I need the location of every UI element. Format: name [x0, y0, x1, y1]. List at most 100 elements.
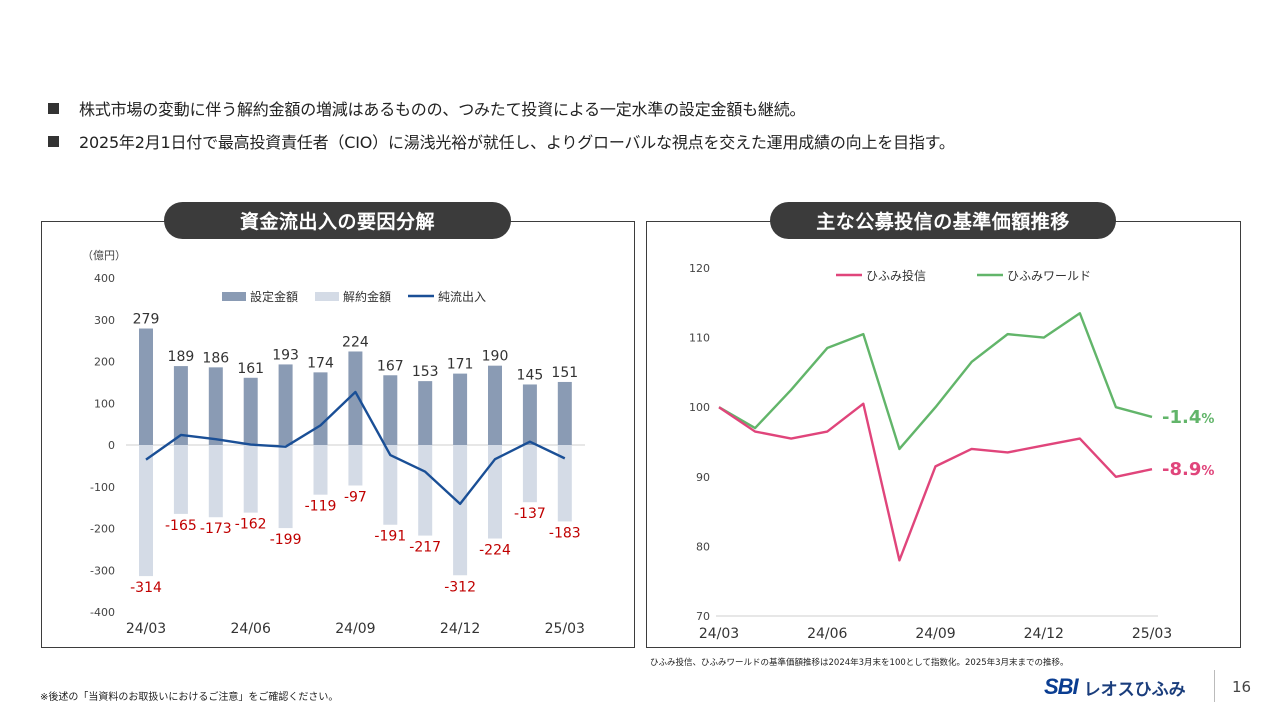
hifumi-return-label: -8.9% — [1162, 459, 1214, 480]
inflow-bar — [313, 372, 328, 445]
bullet-text: 株式市場の変動に伴う解約金額の増減はあるものの、つみたて投資による一定水準の設定… — [79, 100, 806, 119]
x-tick-label: 25/03 — [545, 621, 585, 637]
logo-company-name: レオスひふみ — [1083, 679, 1186, 700]
x-tick-label: 24/12 — [1024, 626, 1064, 642]
y-tick-label: 200 — [94, 356, 115, 369]
bullet-square-icon — [48, 135, 59, 147]
outflow-bar — [139, 445, 153, 577]
bullet-text: 2025年2月1日付で最高投資責任者（CIO）に湯浅光裕が就任し、よりグローバル… — [79, 133, 955, 152]
outflow-value-label: -137 — [514, 506, 546, 522]
outflow-bar — [278, 445, 293, 529]
legend-inflow-swatch — [222, 292, 246, 301]
outflow-value-label: -165 — [165, 518, 197, 534]
legend-world-label: ひふみワールド — [1007, 269, 1091, 283]
y-tick-label: 120 — [689, 262, 710, 275]
y-tick-label: 100 — [689, 401, 710, 414]
hifumi-world-return-label: -1.4% — [1162, 407, 1214, 428]
y-tick-label: -100 — [90, 481, 115, 494]
outflow-bar — [243, 445, 258, 513]
fund-flow-title: 資金流出入の要因分解 — [164, 202, 511, 239]
inflow-value-label: 171 — [447, 357, 474, 373]
outflow-bar — [173, 445, 188, 514]
y-tick-label: -300 — [90, 564, 115, 577]
legend-outflow-swatch — [315, 292, 339, 301]
outflow-bar — [208, 445, 223, 518]
chart-footnote: ひふみ投信、ひふみワールドの基準価額推移は2024年3月末を100として指数化。… — [650, 658, 1069, 668]
inflow-bar — [243, 377, 258, 445]
page-number: 16 — [1232, 678, 1252, 696]
inflow-bar — [173, 366, 188, 445]
inflow-bar — [139, 328, 153, 445]
y-tick-label: 300 — [94, 314, 115, 327]
inflow-value-label: 224 — [342, 334, 369, 350]
inflow-bar — [488, 365, 502, 445]
inflow-bar — [522, 384, 537, 445]
hifumi-line — [718, 402, 1153, 562]
y-tick-label: 100 — [94, 397, 115, 410]
disclaimer-note: ※後述の「当資料のお取扱いにおけるご注意」をご確認ください。 — [40, 692, 339, 703]
net-flow-line — [145, 390, 566, 506]
outflow-value-label: -119 — [305, 499, 337, 515]
bullet-item: 2025年2月1日付で最高投資責任者（CIO）に湯浅光裕が就任し、よりグローバル… — [48, 130, 955, 152]
outflow-bar — [557, 445, 572, 522]
inflow-value-label: 153 — [412, 364, 439, 380]
inflow-value-label: 145 — [517, 367, 544, 383]
outflow-value-label: -162 — [235, 517, 267, 533]
outflow-value-label: -217 — [409, 540, 441, 556]
inflow-bar — [557, 381, 572, 445]
x-tick-label: 25/03 — [1132, 626, 1172, 642]
inflow-value-label: 189 — [168, 349, 195, 365]
outflow-value-label: -97 — [344, 489, 367, 505]
outflow-bar — [313, 445, 328, 495]
inflow-value-label: 167 — [377, 358, 404, 374]
inflow-value-label: 193 — [272, 347, 299, 363]
inflow-bar — [453, 373, 468, 445]
x-tick-label: 24/03 — [699, 626, 739, 642]
nav-trend-panel — [646, 221, 1241, 648]
y-tick-label: 90 — [696, 471, 710, 484]
bullet-list: 株式市場の変動に伴う解約金額の増減はあるものの、つみたて投資による一定水準の設定… — [48, 97, 955, 163]
inflow-bar — [418, 381, 433, 445]
bullet-square-icon — [48, 102, 59, 114]
outflow-bar — [453, 445, 468, 576]
inflow-bar — [278, 364, 293, 445]
x-tick-label: 24/12 — [440, 621, 480, 637]
company-logo: SBI レオスひふみ — [1044, 673, 1186, 701]
logo-sbi-mark: SBI — [1044, 674, 1079, 699]
y-tick-label: -200 — [90, 523, 115, 536]
outflow-value-label: -173 — [200, 521, 232, 537]
outflow-value-label: -191 — [374, 529, 406, 545]
x-tick-label: 24/09 — [335, 621, 375, 637]
inflow-bar — [383, 375, 398, 445]
outflow-bar — [418, 445, 433, 536]
inflow-value-label: 279 — [133, 312, 160, 328]
hifumi-world-line — [718, 312, 1153, 451]
y-tick-label: 0 — [108, 439, 115, 452]
y-tick-label: -400 — [90, 606, 115, 619]
logo-divider — [1214, 670, 1215, 702]
x-tick-label: 24/06 — [231, 621, 271, 637]
y-tick-label: 400 — [94, 272, 115, 285]
inflow-value-label: 190 — [482, 349, 509, 365]
bullet-item: 株式市場の変動に伴う解約金額の増減はあるものの、つみたて投資による一定水準の設定… — [48, 97, 955, 119]
x-tick-label: 24/06 — [807, 626, 847, 642]
y-tick-label: 110 — [689, 332, 710, 345]
legend-outflow-label: 解約金額 — [343, 289, 391, 304]
y-tick-label: 70 — [696, 610, 710, 623]
outflow-value-label: -224 — [479, 543, 511, 559]
outflow-value-label: -312 — [444, 579, 476, 595]
legend-hifumi-label: ひふみ投信 — [866, 268, 926, 283]
outflow-bar — [488, 445, 502, 539]
outflow-value-label: -183 — [549, 525, 581, 541]
inflow-value-label: 151 — [551, 365, 578, 381]
y-tick-label: 80 — [696, 540, 710, 553]
outflow-bar — [383, 445, 398, 525]
inflow-bar — [348, 351, 363, 445]
inflow-bar — [208, 367, 223, 445]
outflow-value-label: -314 — [130, 580, 162, 596]
outflow-bar — [348, 445, 363, 486]
y-unit-label: （億円） — [82, 249, 126, 262]
legend-inflow-label: 設定金額 — [250, 289, 298, 304]
nav-trend-title: 主な公募投信の基準価額推移 — [770, 202, 1116, 239]
